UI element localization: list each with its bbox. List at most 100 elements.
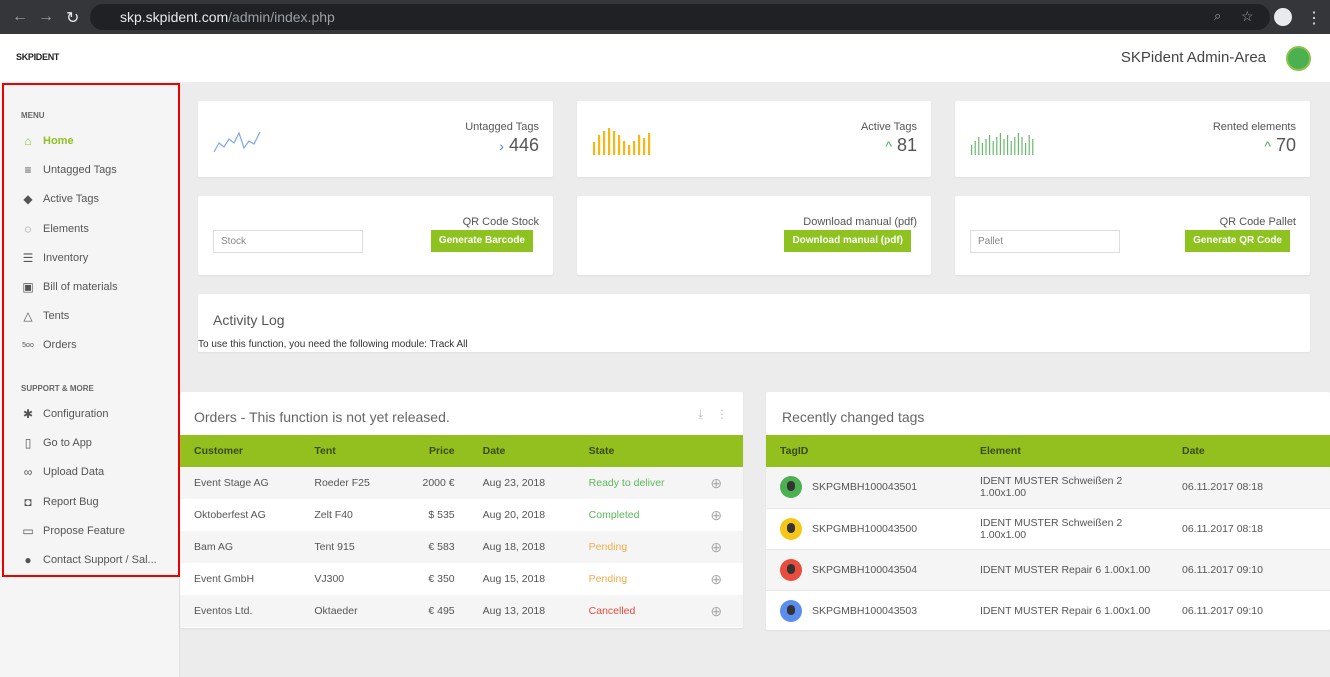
column-header-customer[interactable]: Customer bbox=[180, 435, 301, 467]
table-row[interactable]: SKPGMBH100043501 IDENT MUSTER Schweißen 2… bbox=[766, 467, 1330, 508]
sidebar-item-label: Inventory bbox=[43, 251, 89, 264]
cell-date: 06.11.2017 09:10 bbox=[1182, 604, 1263, 617]
column-header-date[interactable]: Date bbox=[468, 435, 575, 467]
more-vert-icon[interactable]: ⋮ bbox=[716, 407, 728, 421]
add-circle-icon[interactable]: ⊕ bbox=[710, 570, 723, 587]
sidebar-item-configuration[interactable]: ✱ Configuration bbox=[20, 404, 170, 424]
add-circle-icon[interactable]: ⊕ bbox=[710, 506, 723, 523]
generate-qr-code-button[interactable]: Generate QR Code bbox=[1185, 230, 1290, 252]
profile-icon[interactable] bbox=[1274, 8, 1292, 26]
sidebar: MENU ⌂ Home ≡ Untagged Tags ◆ Active Tags ◌ Ele… bbox=[0, 82, 180, 677]
menu-dots-icon[interactable]: ⋮ bbox=[1306, 10, 1322, 27]
sidebar-item-propose-feature[interactable]: ▭ Propose Feature bbox=[20, 521, 170, 541]
card-icon: ▭ bbox=[22, 523, 34, 538]
download-icon[interactable]: ⤓ bbox=[698, 407, 704, 421]
download-manual-pdf-button[interactable]: Download manual (pdf) bbox=[784, 230, 911, 252]
cell-actions: ⊕ bbox=[696, 467, 743, 499]
sidebar-item-elements[interactable]: ◌ Elements bbox=[20, 219, 170, 239]
cell-date: Aug 18, 2018 bbox=[468, 531, 575, 563]
stat-label: Rented elements bbox=[1212, 121, 1296, 133]
column-header-tagid[interactable]: TagID bbox=[766, 435, 966, 467]
stat-label: Untagged Tags bbox=[465, 121, 539, 133]
cell-customer: Bam AG bbox=[180, 531, 301, 563]
zoom-icon[interactable]: ⌕ bbox=[1214, 8, 1222, 23]
sidebar-item-label: Bill of materials bbox=[43, 281, 118, 293]
pallet-input[interactable]: Pallet bbox=[970, 230, 1120, 253]
sidebar-item-label: Tents bbox=[43, 310, 70, 323]
cell-price: 2000 € bbox=[398, 467, 469, 499]
table-row[interactable]: Event GmbH VJ300 € 350 Aug 15, 2018 Pending ⊕ bbox=[180, 563, 743, 595]
add-circle-icon[interactable]: ⊕ bbox=[710, 602, 723, 619]
column-header-state[interactable]: State bbox=[574, 435, 697, 467]
column-header-price[interactable]: Price bbox=[398, 435, 469, 467]
recent-tags-card: Recently changed tags TagID Element Date SK… bbox=[766, 392, 1330, 631]
home-icon: ⌂ bbox=[24, 134, 32, 148]
support-heading: SUPPORT & MORE bbox=[21, 384, 94, 393]
sidebar-item-label: Configuration bbox=[43, 408, 109, 420]
sidebar-item-label: Home bbox=[43, 135, 74, 147]
add-circle-icon[interactable]: ⊕ bbox=[710, 474, 723, 491]
reload-icon[interactable]: ↻ bbox=[66, 10, 80, 27]
table-row[interactable]: Eventos Ltd. Oktaeder € 495 Aug 13, 2018 Can… bbox=[180, 595, 743, 627]
cell-tent: VJ300 bbox=[314, 573, 345, 585]
activity-log-title: Activity Log bbox=[213, 312, 285, 328]
table-row[interactable]: Oktoberfest AG Zelt F40 $ 535 Aug 20, 2018 C… bbox=[180, 499, 743, 531]
action-label: Download manual (pdf) bbox=[803, 216, 917, 228]
app-title: SKPident Admin-Area bbox=[1120, 49, 1266, 66]
address-bar[interactable]: skp.skpident.com/admin/index.php bbox=[90, 4, 1270, 30]
stock-input[interactable]: Stock bbox=[213, 230, 363, 253]
stat-card-untagged-tags[interactable]: Untagged Tags › 446 bbox=[198, 101, 553, 177]
column-header-element[interactable]: Element bbox=[966, 435, 1168, 467]
table-row[interactable]: SKPGMBH100043503 IDENT MUSTER Repair 6 1.… bbox=[766, 590, 1330, 631]
user-avatar[interactable] bbox=[1286, 46, 1311, 71]
sidebar-item-orders[interactable]: 5oo Orders bbox=[20, 335, 170, 355]
sidebar-item-go-to-app[interactable]: ▯ Go to App bbox=[20, 433, 170, 453]
chevron-right-icon: › bbox=[499, 138, 504, 154]
sidebar-item-contact-support-sal[interactable]: ● Contact Support / Sal... bbox=[20, 550, 170, 570]
column-header-tent[interactable]: Tent bbox=[300, 435, 399, 467]
stat-card-active-tags[interactable]: Active Tags ^ 81 bbox=[577, 101, 931, 177]
add-circle-icon[interactable]: ⊕ bbox=[710, 538, 723, 555]
column-header-date[interactable]: Date bbox=[1168, 435, 1330, 467]
sidebar-item-bill-of-materials[interactable]: ▣ Bill of materials bbox=[20, 277, 170, 297]
sidebar-item-tents[interactable]: △ Tents bbox=[20, 306, 170, 326]
inventory-list-icon: ☰ bbox=[22, 250, 34, 265]
table-row[interactable]: Event Stage AG Roeder F25 2000 € Aug 23, 20… bbox=[180, 467, 743, 499]
sidebar-item-label: Active Tags bbox=[43, 193, 100, 206]
tag-id: SKPGMBH100043501 bbox=[812, 481, 918, 494]
list-icon: ≡ bbox=[24, 163, 32, 178]
500-icon: 5oo bbox=[22, 341, 34, 349]
back-icon[interactable]: ← bbox=[12, 8, 28, 25]
cell-tent: Tent 915 bbox=[300, 531, 399, 563]
table-row[interactable]: Bam AG Tent 915 € 583 Aug 18, 2018 Pending ⊕ bbox=[180, 531, 743, 563]
cell-customer: Eventos Ltd. bbox=[180, 595, 301, 627]
stat-value: ^ 81 bbox=[885, 135, 917, 156]
stat-card-rented-elements[interactable]: Rented elements ^ 70 bbox=[955, 101, 1310, 177]
sidebar-item-untagged-tags[interactable]: ≡ Untagged Tags bbox=[20, 160, 170, 180]
cell-actions: ⊕ bbox=[696, 499, 743, 531]
logo[interactable]: SKPIDENT bbox=[16, 52, 60, 62]
cell-price: € 583 bbox=[398, 531, 469, 563]
star-icon[interactable]: ☆ bbox=[1241, 8, 1254, 24]
sidebar-item-report-bug[interactable]: ◘ Report Bug bbox=[20, 492, 170, 512]
sidebar-item-inventory[interactable]: ☰ Inventory bbox=[20, 248, 170, 268]
sidebar-item-active-tags[interactable]: ◆ Active Tags bbox=[20, 189, 170, 209]
sidebar-item-home[interactable]: ⌂ Home bbox=[20, 131, 170, 151]
sidebar-item-upload-data[interactable]: ∞ Upload Data bbox=[20, 462, 170, 482]
gear-icon: ✱ bbox=[22, 407, 34, 421]
triangle-icon: △ bbox=[23, 309, 33, 324]
table-row[interactable]: SKPGMBH100043504 IDENT MUSTER Repair 6 1.… bbox=[766, 549, 1330, 590]
stat-number: 446 bbox=[508, 135, 539, 155]
cell-price: $ 535 bbox=[428, 509, 455, 521]
table-row[interactable]: SKPGMBH100043500 IDENT MUSTER Schweißen 2… bbox=[766, 508, 1330, 549]
sidebar-item-label: Propose Feature bbox=[43, 524, 125, 537]
app-header: SKPIDENT SKPident Admin-Area bbox=[0, 34, 1330, 82]
orders-card: Orders - This function is not yet releas… bbox=[180, 392, 743, 628]
generate-barcode-button[interactable]: Generate Barcode bbox=[430, 230, 533, 252]
tag-id: SKPGMBH100043504 bbox=[812, 563, 918, 576]
forward-icon[interactable]: → bbox=[38, 8, 54, 25]
cell-date: Aug 15, 2018 bbox=[482, 573, 546, 585]
sidebar-item-label: Upload Data bbox=[43, 466, 105, 479]
chevron-up-icon: ^ bbox=[1264, 138, 1271, 154]
cell-tent: Oktaeder bbox=[300, 595, 399, 627]
